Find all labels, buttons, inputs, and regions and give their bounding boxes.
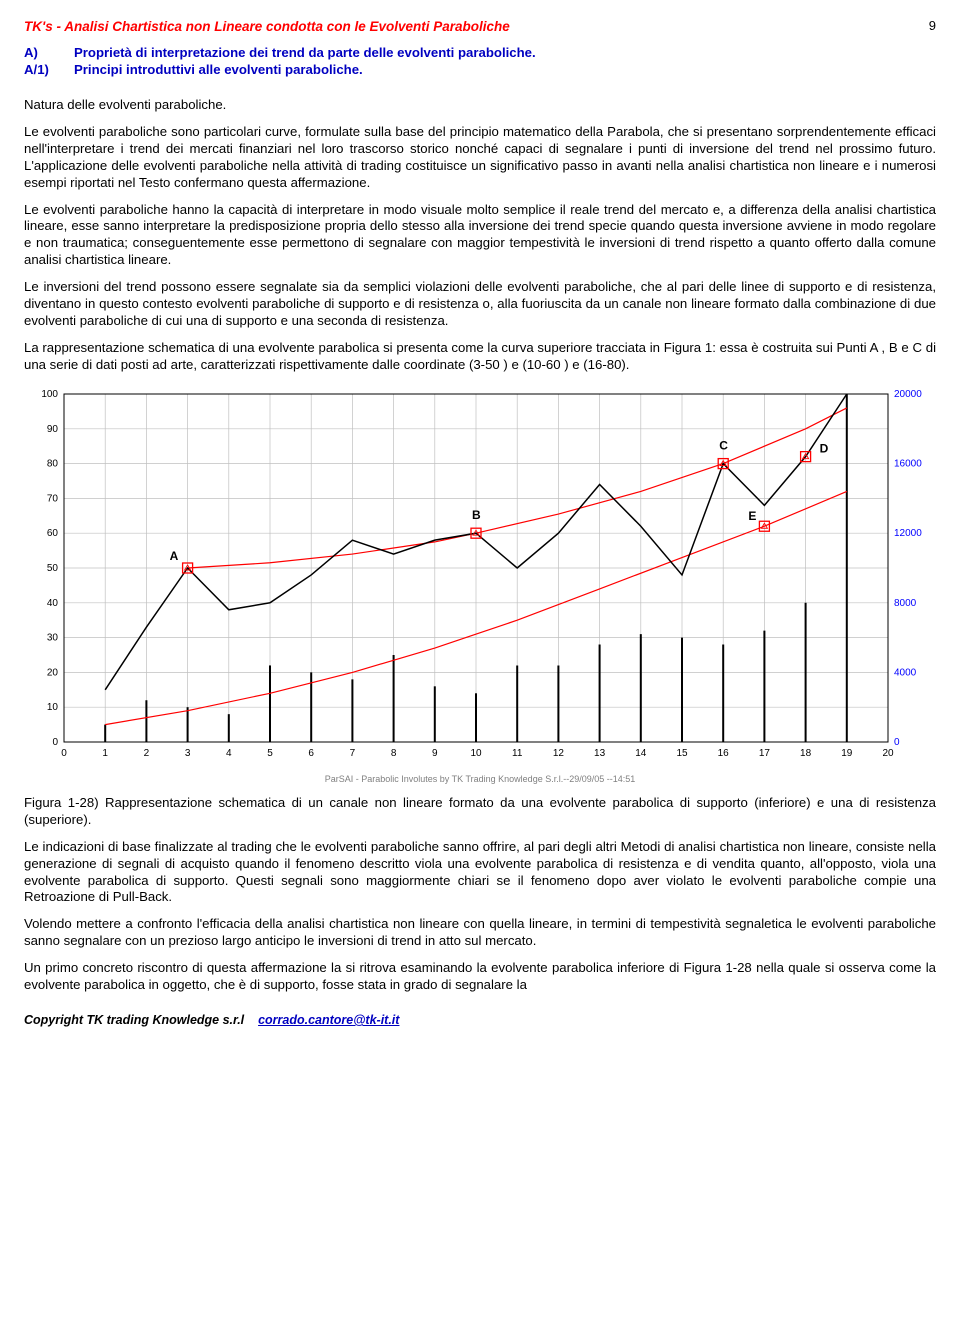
svg-text:100: 100: [41, 389, 58, 400]
svg-text:6: 6: [308, 748, 314, 759]
svg-text:70: 70: [47, 493, 59, 504]
svg-text:A: A: [170, 549, 179, 563]
svg-text:B: B: [472, 508, 481, 522]
section-a-text: Proprietà di interpretazione dei trend d…: [74, 45, 536, 62]
svg-text:40: 40: [47, 597, 59, 608]
svg-text:4: 4: [226, 748, 232, 759]
svg-text:20000: 20000: [894, 389, 922, 400]
svg-text:16: 16: [718, 748, 730, 759]
header-title: TK's - Analisi Chartistica non Lineare c…: [24, 18, 510, 35]
svg-text:60: 60: [47, 528, 59, 539]
svg-text:12000: 12000: [894, 528, 922, 539]
paragraph-4: La rappresentazione schematica di una ev…: [24, 340, 936, 374]
footer-email-link[interactable]: corrado.cantore@tk-it.it: [258, 1013, 399, 1027]
paragraph-3: Le inversioni del trend possono essere s…: [24, 279, 936, 330]
paragraph-2: Le evolventi paraboliche hanno la capaci…: [24, 202, 936, 270]
svg-text:1: 1: [102, 748, 108, 759]
chart-svg: 0102030405060708090100040008000120001600…: [24, 384, 928, 772]
svg-text:9: 9: [432, 748, 438, 759]
svg-text:17: 17: [759, 748, 771, 759]
svg-text:11: 11: [512, 748, 523, 759]
subheading: Natura delle evolventi paraboliche.: [24, 97, 936, 114]
chart-figure: 0102030405060708090100040008000120001600…: [24, 384, 928, 774]
svg-text:19: 19: [841, 748, 853, 759]
svg-text:10: 10: [47, 702, 59, 713]
svg-text:20: 20: [882, 748, 894, 759]
svg-text:13: 13: [594, 748, 606, 759]
footer: Copyright TK trading Knowledge s.r.l cor…: [24, 1012, 936, 1028]
svg-text:50: 50: [47, 563, 59, 574]
section-a1-text: Principi introduttivi alle evolventi par…: [74, 62, 363, 79]
svg-text:18: 18: [800, 748, 812, 759]
svg-text:16000: 16000: [894, 458, 922, 469]
svg-text:0: 0: [52, 737, 58, 748]
paragraph-1: Le evolventi paraboliche sono particolar…: [24, 124, 936, 192]
svg-text:5: 5: [267, 748, 273, 759]
svg-text:30: 30: [47, 632, 59, 643]
section-a-key: A): [24, 45, 54, 62]
figure-caption: Figura 1-28) Rappresentazione schematica…: [24, 795, 936, 829]
svg-text:12: 12: [553, 748, 565, 759]
svg-text:10: 10: [470, 748, 482, 759]
footer-copyright: Copyright TK trading Knowledge s.r.l: [24, 1013, 244, 1027]
chart-credit: ParSAI - Parabolic Involutes by TK Tradi…: [24, 774, 936, 786]
svg-text:D: D: [820, 441, 829, 455]
svg-text:0: 0: [894, 737, 900, 748]
svg-text:3: 3: [185, 748, 191, 759]
paragraph-6: Volendo mettere a confronto l'efficacia …: [24, 916, 936, 950]
svg-text:8000: 8000: [894, 597, 917, 608]
svg-text:80: 80: [47, 458, 59, 469]
svg-text:7: 7: [350, 748, 356, 759]
svg-text:C: C: [719, 438, 728, 452]
paragraph-7: Un primo concreto riscontro di questa af…: [24, 960, 936, 994]
svg-text:90: 90: [47, 423, 59, 434]
svg-text:E: E: [748, 509, 756, 523]
svg-text:2: 2: [144, 748, 150, 759]
svg-text:15: 15: [676, 748, 688, 759]
svg-text:4000: 4000: [894, 667, 917, 678]
page-number: 9: [929, 18, 936, 35]
section-a1-key: A/1): [24, 62, 54, 79]
svg-text:20: 20: [47, 667, 59, 678]
paragraph-5: Le indicazioni di base finalizzate al tr…: [24, 839, 936, 907]
svg-text:8: 8: [391, 748, 397, 759]
svg-text:0: 0: [61, 748, 67, 759]
svg-text:14: 14: [635, 748, 647, 759]
